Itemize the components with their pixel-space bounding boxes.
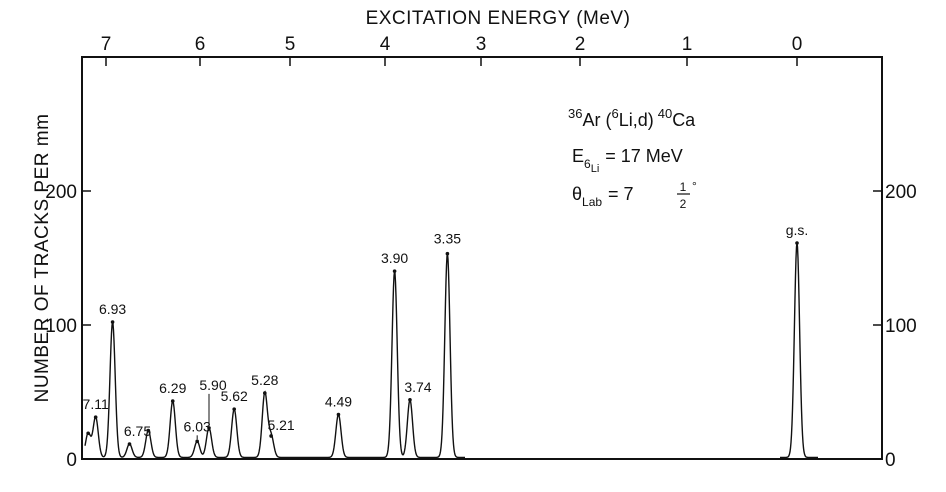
peak-labels: 7.11 6.93 6.75 6.29 6.03 5.905.625.28 5.21 4.49… [83, 222, 809, 440]
right-axis-ticks: 0 100 200 [873, 182, 917, 471]
top-axis-tick-label: 5 [285, 34, 296, 55]
peak-point [269, 434, 273, 438]
peak-label: 3.90 [381, 250, 408, 266]
peak-point [392, 269, 397, 273]
left-axis-tick-label: 100 [45, 316, 77, 337]
peak-label: 5.21 [267, 417, 294, 433]
top-axis-tick-label: 1 [682, 34, 693, 55]
spectrum-line [780, 242, 818, 459]
peak-point [146, 428, 151, 433]
peak-label: 4.49 [325, 394, 352, 410]
peak-label: 6.03 [184, 418, 211, 434]
left-axis-tick-label: 200 [45, 182, 77, 203]
peak-label: 6.75 [124, 423, 151, 439]
reaction-annotation: 36Ar (6Li,d) 40Ca E6Li= 17 MeV θLab = 7 1 … [568, 106, 697, 211]
angle-degree-symbol: ° [692, 179, 697, 193]
y-axis-title: NUMBER OF TRACKS PER mm [32, 114, 53, 403]
peak-label: 5.28 [251, 372, 278, 388]
top-axis-tick-label: 7 [101, 34, 112, 55]
left-axis-ticks: 0 100 200 [45, 182, 91, 471]
top-axis-title: EXCITATION ENERGY (MeV) [366, 8, 631, 29]
peak-point [445, 251, 450, 256]
top-axis-tick-label: 6 [195, 34, 206, 55]
right-axis-tick-label: 100 [885, 316, 917, 337]
peak-label: 6.93 [99, 301, 126, 317]
peak-point [195, 439, 199, 444]
peak-label: g.s. [786, 222, 809, 238]
peak-point [408, 397, 412, 402]
peak-label: 6.29 [159, 380, 186, 396]
top-axis-tick-label: 2 [575, 34, 586, 55]
top-axis-tick-label: 3 [476, 34, 487, 55]
right-axis-tick-label: 0 [885, 450, 896, 471]
peak-label: 7.11 [83, 396, 109, 412]
angle-fraction-denominator: 2 [680, 197, 687, 211]
peak-label: 3.74 [404, 379, 431, 395]
beam-energy: E6Li= 17 MeV [572, 146, 683, 175]
angle-fraction-numerator: 1 [680, 180, 687, 194]
top-axis-tick-label: 4 [380, 34, 391, 55]
peak-label: 3.35 [434, 231, 461, 247]
right-axis-tick-label: 200 [885, 182, 917, 203]
peak-point [263, 391, 267, 395]
peak-point [110, 320, 115, 324]
spectrum-series [84, 241, 818, 459]
plot-frame [81, 56, 883, 460]
peak-point [86, 431, 90, 436]
peak-label: 5.90 [199, 377, 226, 393]
reaction-equation: 36Ar (6Li,d) 40Ca [568, 106, 696, 130]
lab-angle: θLab = 7 [572, 184, 634, 209]
top-axis-tick-label: 0 [792, 34, 803, 55]
peak-point [336, 412, 341, 417]
top-axis-ticks: 7 6 5 4 3 2 1 0 [101, 34, 803, 66]
peak-label: 5.62 [221, 388, 248, 404]
peak-point [127, 442, 132, 446]
peak-point [795, 241, 799, 245]
peak-point [232, 407, 236, 411]
peak-point [207, 426, 211, 430]
peak-point [170, 399, 175, 403]
peak-point [93, 415, 98, 419]
left-axis-tick-label: 0 [66, 450, 77, 471]
